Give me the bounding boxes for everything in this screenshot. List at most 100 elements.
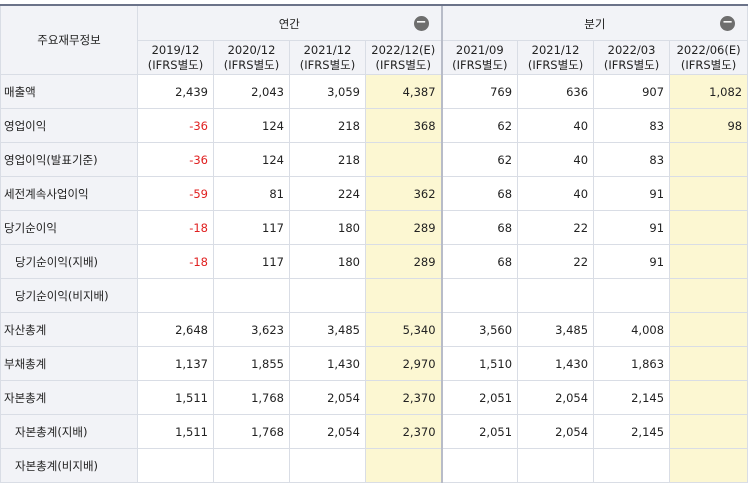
period-header-quarterly-3: 2022/06(E) (IFRS별도) bbox=[669, 40, 749, 75]
cell-annual-1 bbox=[213, 448, 290, 483]
cell-annual-3 bbox=[364, 278, 443, 313]
period-basis: (IFRS별도) bbox=[680, 57, 737, 72]
row-label: 당기순이익(지배) bbox=[0, 244, 138, 279]
cell-quarterly-2: 1,863 bbox=[593, 346, 671, 381]
cell-quarterly-2: 91 bbox=[593, 176, 671, 211]
cell-quarterly-2: 907 bbox=[593, 74, 671, 109]
cell-quarterly-0: 68 bbox=[440, 176, 519, 211]
cell-quarterly-0 bbox=[440, 278, 519, 313]
cell-quarterly-2 bbox=[593, 448, 671, 483]
row-label: 당기순이익(비지배) bbox=[0, 278, 138, 313]
cell-quarterly-3: 1,082 bbox=[669, 74, 749, 109]
cell-annual-2 bbox=[289, 448, 366, 483]
cell-quarterly-3 bbox=[669, 312, 749, 347]
cell-annual-1: 124 bbox=[213, 108, 290, 143]
cell-quarterly-0: 3,560 bbox=[440, 312, 519, 347]
annual-collapse-icon[interactable]: − bbox=[413, 16, 429, 31]
table-row: 세전계속사업이익 -59 81 224 362 68 40 91 bbox=[0, 176, 749, 211]
cell-annual-1: 1,855 bbox=[213, 346, 290, 381]
cell-quarterly-0: 62 bbox=[440, 108, 519, 143]
row-label: 자산총계 bbox=[0, 312, 138, 347]
period-basis: (IFRS별도) bbox=[452, 57, 508, 72]
cell-quarterly-3 bbox=[669, 142, 749, 177]
row-label: 자본총계 bbox=[0, 380, 138, 415]
cell-annual-3: 4,387 bbox=[364, 74, 443, 109]
cell-annual-1: 124 bbox=[213, 142, 290, 177]
period-date: 2022/06(E) bbox=[676, 42, 741, 57]
cell-annual-2: 218 bbox=[289, 108, 366, 143]
cell-annual-2: 218 bbox=[289, 142, 366, 177]
period-date: 2022/03 bbox=[607, 42, 656, 57]
cell-quarterly-1 bbox=[517, 278, 595, 313]
period-date: 2021/12 bbox=[303, 42, 352, 57]
cell-quarterly-2: 2,145 bbox=[593, 380, 671, 415]
cell-quarterly-1: 3,485 bbox=[517, 312, 595, 347]
cell-annual-3: 2,370 bbox=[364, 414, 443, 449]
cell-annual-2: 3,485 bbox=[289, 312, 366, 347]
cell-annual-1: 117 bbox=[213, 210, 290, 245]
cell-quarterly-3 bbox=[669, 176, 749, 211]
period-header-annual-3: 2022/12(E) (IFRS별도) bbox=[364, 40, 443, 75]
cell-quarterly-1: 1,430 bbox=[517, 346, 595, 381]
cell-quarterly-1: 22 bbox=[517, 244, 595, 279]
period-header-quarterly-1: 2021/12 (IFRS별도) bbox=[517, 40, 595, 75]
period-basis: (IFRS별도) bbox=[375, 57, 431, 72]
cell-quarterly-3 bbox=[669, 278, 749, 313]
cell-annual-0: -18 bbox=[137, 244, 214, 279]
cell-annual-1: 2,043 bbox=[213, 74, 290, 109]
cell-quarterly-2: 83 bbox=[593, 108, 671, 143]
cell-quarterly-2: 83 bbox=[593, 142, 671, 177]
cell-annual-3 bbox=[364, 448, 443, 483]
period-header-annual-2: 2021/12 (IFRS별도) bbox=[289, 40, 366, 75]
cell-quarterly-0: 2,051 bbox=[440, 380, 519, 415]
table-row: 자본총계 1,511 1,768 2,054 2,370 2,051 2,054 2,145 bbox=[0, 380, 749, 415]
row-label: 세전계속사업이익 bbox=[0, 176, 138, 211]
cell-quarterly-3 bbox=[669, 414, 749, 449]
row-label: 자본총계(지배) bbox=[0, 414, 138, 449]
cell-quarterly-2: 91 bbox=[593, 210, 671, 245]
cell-quarterly-3 bbox=[669, 380, 749, 415]
cell-quarterly-1: 636 bbox=[517, 74, 595, 109]
cell-annual-2 bbox=[289, 278, 366, 313]
cell-quarterly-0: 68 bbox=[440, 244, 519, 279]
cell-quarterly-0: 769 bbox=[440, 74, 519, 109]
cell-annual-3: 2,970 bbox=[364, 346, 443, 381]
cell-annual-0: 1,137 bbox=[137, 346, 214, 381]
cell-annual-1: 1,768 bbox=[213, 380, 290, 415]
period-header-row: 2019/12 (IFRS별도) 2020/12 (IFRS별도) 2021/12 (IF… bbox=[1, 40, 749, 75]
cell-quarterly-1: 40 bbox=[517, 108, 595, 143]
cell-quarterly-1: 40 bbox=[517, 142, 595, 177]
table-row: 당기순이익 -18 117 180 289 68 22 91 bbox=[0, 210, 749, 245]
cell-annual-3: 289 bbox=[364, 244, 443, 279]
table-row: 영업이익(발표기준) -36 124 218 62 40 83 bbox=[0, 142, 749, 177]
period-basis: (IFRS별도) bbox=[223, 57, 280, 72]
cell-annual-3: 368 bbox=[364, 108, 443, 143]
cell-annual-0 bbox=[137, 278, 214, 313]
cell-annual-0: 1,511 bbox=[137, 414, 214, 449]
cell-quarterly-2 bbox=[593, 278, 671, 313]
cell-quarterly-3: 98 bbox=[669, 108, 749, 143]
table-row: 자본총계(지배) 1,511 1,768 2,054 2,370 2,051 2,054 2,… bbox=[0, 414, 749, 449]
cell-quarterly-0: 68 bbox=[440, 210, 519, 245]
period-header-quarterly-0: 2021/09 (IFRS별도) bbox=[440, 40, 519, 75]
cell-quarterly-3 bbox=[669, 346, 749, 381]
period-date: 2019/12 bbox=[151, 42, 200, 57]
cell-annual-2: 180 bbox=[289, 210, 366, 245]
row-label: 영업이익(발표기준) bbox=[0, 142, 138, 177]
cell-annual-0: -18 bbox=[137, 210, 214, 245]
table-row: 영업이익 -36 124 218 368 62 40 83 98 bbox=[0, 108, 749, 143]
period-date: 2020/12 bbox=[227, 42, 276, 57]
table-row: 자본총계(비지배) bbox=[0, 448, 749, 483]
row-label: 부채총계 bbox=[0, 346, 138, 381]
period-basis: (IFRS별도) bbox=[527, 57, 584, 72]
period-basis: (IFRS별도) bbox=[603, 57, 660, 72]
cell-annual-2: 224 bbox=[289, 176, 366, 211]
cell-annual-0: 1,511 bbox=[137, 380, 214, 415]
period-basis: (IFRS별도) bbox=[147, 57, 204, 72]
cell-quarterly-0: 62 bbox=[440, 142, 519, 177]
quarterly-label: 분기 bbox=[584, 17, 606, 31]
quarterly-collapse-icon[interactable]: − bbox=[720, 16, 736, 31]
cell-quarterly-3 bbox=[669, 244, 749, 279]
cell-annual-0: 2,648 bbox=[137, 312, 214, 347]
table-row: 당기순이익(지배) -18 117 180 289 68 22 91 bbox=[0, 244, 749, 279]
